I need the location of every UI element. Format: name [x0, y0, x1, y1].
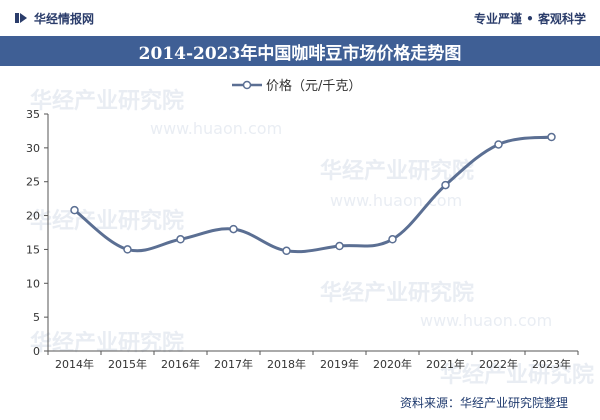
title-bar: 2014-2023年中国咖啡豆市场价格走势图 [0, 36, 600, 66]
x-tick-label: 2015年 [108, 357, 147, 371]
x-axis: 2014年 2015年 2016年 2017年 2018年 2019年 2020年 2021年… [47, 350, 579, 371]
data-point [494, 140, 503, 149]
data-point [335, 241, 344, 251]
watermark-text: 华经产业研究院 [30, 88, 184, 114]
x-tick-label: 2014年 [55, 357, 94, 371]
legend-marker [242, 80, 252, 90]
x-tick-label: 2017年 [214, 357, 253, 371]
brand: 华经情报网 [14, 10, 94, 27]
watermark-text: 华经产业研究院 [30, 330, 184, 356]
watermark-url: www.huaon.com [150, 119, 282, 138]
series-layer [73, 135, 552, 254]
data-point [176, 235, 185, 244]
data-point [229, 224, 238, 234]
watermark-text: 华经产业研究院 [320, 158, 474, 184]
watermark-text: 华经产业研究院 [30, 208, 184, 234]
source-note: 资料来源：华经产业研究院整理 [400, 395, 568, 410]
x-tick-label: 2020年 [373, 357, 412, 371]
watermark-url: www.huaon.com [420, 311, 552, 330]
slogan: 专业严谨 • 客观科学 [473, 11, 586, 26]
x-tick-label: 2021年 [426, 357, 465, 371]
legend-label: 价格（元/千克） [266, 78, 361, 94]
x-tick-label: 2019年 [320, 357, 359, 371]
y-tick-label: 0 [33, 345, 40, 358]
watermark-layer: 华经产业研究院 www.huaon.com 华经产业研究院 www.huaon.… [30, 88, 594, 388]
data-point [441, 180, 450, 190]
y-tick-label: 20 [26, 210, 40, 223]
line-chart: 华经产业研究院 www.huaon.com 华经产业研究院 www.huaon.… [26, 78, 594, 410]
x-tick-label: 2016年 [161, 357, 200, 371]
top-bar: 华经情报网 专业严谨 • 客观科学 [0, 0, 600, 36]
data-point [282, 246, 291, 256]
x-tick-label: 2022年 [479, 357, 518, 371]
legend: 价格（元/千克） [232, 78, 361, 94]
x-tick-label: 2023年 [532, 357, 571, 371]
watermark-text: 华经产业研究院 [440, 362, 594, 388]
y-tick-label: 5 [33, 311, 40, 324]
watermark-url: www.huaon.com [330, 191, 462, 210]
y-tick-label: 35 [26, 108, 40, 121]
brand-name: 华经情报网 [34, 11, 95, 26]
y-tick-label: 15 [26, 243, 40, 256]
chart-title: 2014-2023年中国咖啡豆市场价格走势图 [138, 43, 462, 64]
points-layer [70, 132, 556, 256]
data-point [123, 245, 132, 254]
y-tick-label: 25 [26, 176, 40, 189]
watermark-text: 华经产业研究院 [320, 280, 474, 306]
y-tick-label: 30 [26, 142, 40, 155]
data-point [547, 132, 556, 142]
data-point [388, 235, 397, 244]
brand-logo-icon [15, 13, 27, 23]
x-tick-label: 2018年 [267, 357, 306, 371]
y-axis: 0 5 10 15 20 25 30 35 [26, 108, 49, 358]
y-tick-label: 10 [26, 277, 40, 290]
data-point [70, 205, 79, 215]
price-series-line [73, 135, 552, 254]
